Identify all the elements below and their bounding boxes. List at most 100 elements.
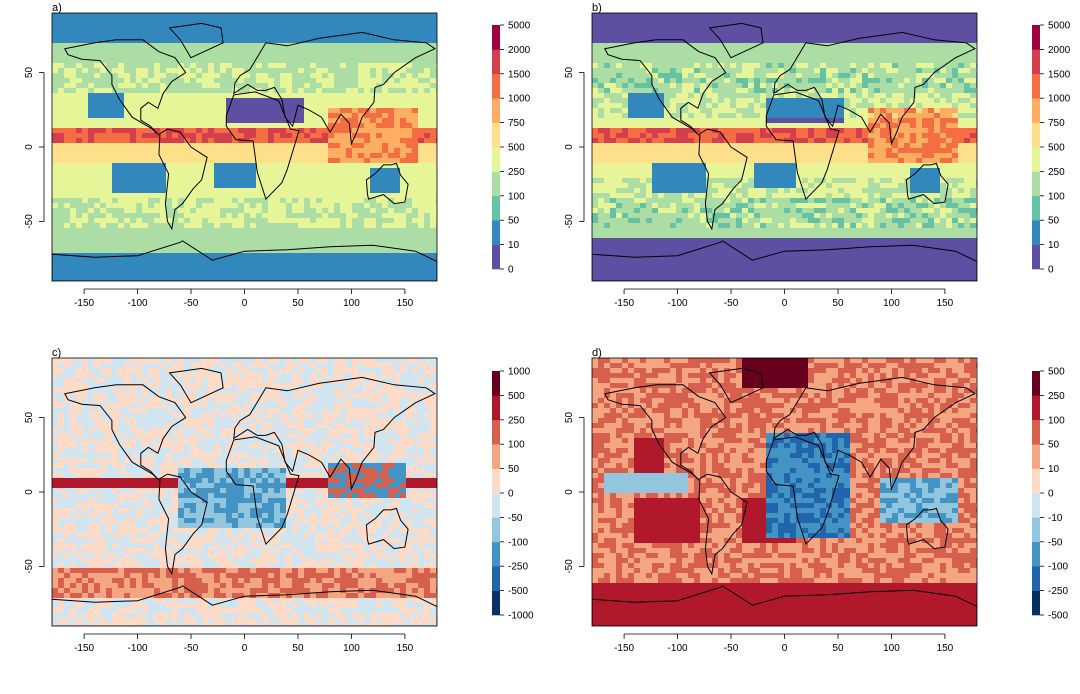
colorbar-label: 100 <box>1048 415 1065 426</box>
coastline <box>698 473 748 576</box>
y-tick-label: 50 <box>24 67 35 79</box>
x-tick-label: -50 <box>184 298 199 309</box>
colorbar-label: -100 <box>508 537 528 548</box>
coastline <box>592 585 977 626</box>
coastline <box>365 162 409 205</box>
panel-d: d)-150 -100 -50 0 50 100 150500-50500250100501… <box>564 347 1068 654</box>
x-tick-label: 150 <box>397 298 414 309</box>
coastline <box>765 91 840 201</box>
colorbar-swatch <box>492 49 500 75</box>
x-tick-label: 50 <box>292 643 304 654</box>
colorbar-label: 10 <box>1048 464 1060 475</box>
panel-b: b)-150 -100 -50 0 50 100 150500-50500020001500… <box>564 2 1071 309</box>
y-tick-label: -50 <box>24 559 35 574</box>
y-tick-label: 50 <box>564 67 575 79</box>
colorbar-label: 250 <box>508 415 525 426</box>
colorbar-swatch <box>492 25 500 50</box>
x-tick-label: -100 <box>128 643 148 654</box>
coastline <box>765 436 840 546</box>
map-field-b <box>592 13 977 281</box>
colorbar-label: 50 <box>508 464 520 475</box>
y-tick-label: -50 <box>564 559 575 574</box>
colorbar-swatch <box>492 98 500 123</box>
y-tick-label: -50 <box>564 214 575 229</box>
colorbar-swatch <box>492 147 500 172</box>
x-tick-label: 100 <box>343 298 360 309</box>
coastline <box>604 39 727 136</box>
x-tick-label: -50 <box>184 643 199 654</box>
colorbar-swatch <box>492 395 500 421</box>
coastline <box>64 39 187 136</box>
map-field-c <box>52 358 437 626</box>
colorbar-label: 0 <box>1048 265 1054 276</box>
colorbar-swatch <box>1032 98 1040 123</box>
colorbar-label: 2000 <box>508 45 531 56</box>
colorbar-label: -500 <box>508 586 528 597</box>
x-tick-label: -50 <box>724 298 739 309</box>
coastline <box>233 31 436 146</box>
colorbar-label: 0 <box>508 265 514 276</box>
colorbar-swatch <box>492 244 500 270</box>
x-tick-label: 50 <box>832 643 844 654</box>
x-tick-label: -100 <box>128 298 148 309</box>
colorbar-swatch <box>492 468 500 494</box>
panel-label: d) <box>592 347 602 359</box>
colorbar-label: 250 <box>508 167 525 178</box>
coastline <box>52 240 437 281</box>
coastline <box>698 128 748 231</box>
colorbar-label: -50 <box>1048 537 1063 548</box>
coastline <box>233 376 436 491</box>
coastline <box>905 162 949 205</box>
colorbar-label: -250 <box>508 562 528 573</box>
colorbar-swatch <box>492 220 500 245</box>
coastline <box>225 436 300 546</box>
colorbar-swatch <box>492 371 500 396</box>
y-tick-label: 0 <box>24 144 35 150</box>
panel-label: c) <box>52 347 61 359</box>
plot-frame <box>51 357 438 627</box>
colorbar-swatch <box>1032 419 1040 445</box>
x-tick-label: -100 <box>668 643 688 654</box>
coastline <box>158 473 208 576</box>
colorbar-swatch <box>1032 73 1040 99</box>
colorbar-swatch <box>492 122 500 148</box>
colorbar-label: 1500 <box>1048 69 1071 80</box>
coastline <box>158 128 208 231</box>
colorbar-label: 1000 <box>1048 94 1071 105</box>
colorbar-swatch <box>1032 147 1040 172</box>
colorbar-label: -1000 <box>508 611 534 622</box>
colorbar-swatch <box>1032 517 1040 543</box>
colorbar-label: 100 <box>508 191 525 202</box>
colorbar-label: 250 <box>1048 167 1065 178</box>
colorbar-label: -250 <box>1048 586 1068 597</box>
colorbar-label: 50 <box>508 216 520 227</box>
colorbar-label: 0 <box>1048 489 1054 500</box>
colorbar-label: -500 <box>1048 611 1068 622</box>
colorbar-label: 100 <box>1048 191 1065 202</box>
plot-frame <box>51 12 438 282</box>
colorbar-label: 0 <box>508 489 514 500</box>
colorbar-swatch <box>492 419 500 445</box>
coastline <box>708 367 764 404</box>
y-tick-label: 0 <box>564 489 575 495</box>
colorbar-swatch <box>492 566 500 591</box>
coastline <box>708 22 764 59</box>
x-tick-label: -150 <box>614 298 634 309</box>
x-tick-label: 0 <box>782 298 788 309</box>
coastline <box>52 585 437 626</box>
x-tick-label: 100 <box>883 643 900 654</box>
colorbar-label: -100 <box>1048 562 1068 573</box>
colorbar-swatch <box>1032 49 1040 75</box>
colorbar-label: 10 <box>508 240 520 251</box>
colorbar-label: 500 <box>508 391 525 402</box>
colorbar-swatch <box>1032 220 1040 245</box>
colorbar-label: 5000 <box>508 21 531 32</box>
x-tick-label: 100 <box>343 643 360 654</box>
colorbar-label: 250 <box>1048 391 1065 402</box>
coastline <box>168 367 224 404</box>
x-tick-label: -150 <box>614 643 634 654</box>
colorbar-swatch <box>1032 171 1040 197</box>
